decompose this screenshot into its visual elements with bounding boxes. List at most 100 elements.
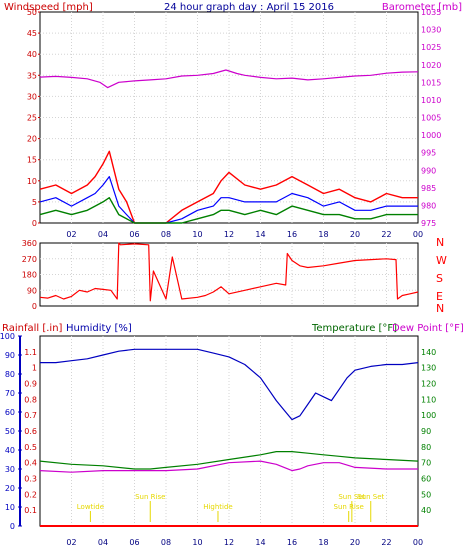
temperature-tick-label: 100 xyxy=(421,411,436,420)
y-left-tick-label: 10 xyxy=(27,177,37,186)
y-left-tick-label: 30 xyxy=(27,92,37,101)
x-tick-label: 16 xyxy=(287,230,297,239)
temperature-tick-label: 40 xyxy=(421,506,431,515)
rainfall-tick-label: 0.4 xyxy=(24,459,37,468)
x-tick-label: 10 xyxy=(192,538,202,547)
x-tick-label: 00 xyxy=(413,230,423,239)
rainfall-tick-label: 0.1 xyxy=(24,506,37,515)
rainfall-tick-label: 0.3 xyxy=(24,475,37,484)
x-tick-label: 02 xyxy=(66,538,76,547)
compass-label: N xyxy=(436,236,444,249)
humidity-axis-title: Humidity [%] xyxy=(66,323,132,334)
humidity-tick-label: 50 xyxy=(5,427,15,436)
event-label: Hightide xyxy=(203,503,233,511)
x-tick-label: 12 xyxy=(224,538,234,547)
y-right-tick-label: 1030 xyxy=(421,26,441,35)
humidity-tick-label: 20 xyxy=(5,484,15,493)
humidity-line xyxy=(40,348,419,421)
event-label: Lowtide xyxy=(77,503,104,511)
humidity-tick-label: 80 xyxy=(5,370,15,379)
x-tick-label: 00 xyxy=(413,538,423,547)
humidity-tick-label: 60 xyxy=(5,408,15,417)
x-tick-label: 14 xyxy=(255,538,265,547)
direction-panel-series xyxy=(39,242,419,302)
humidity-tick-label: 40 xyxy=(5,446,15,455)
graph-title: 24 hour graph day : April 15 2016 xyxy=(164,2,334,13)
direction-tick-label: 0 xyxy=(32,302,37,311)
dewpoint-axis-title: Dew Point [°F] xyxy=(392,323,464,334)
x-tick-label: 06 xyxy=(129,538,139,547)
temperature-tick-label: 60 xyxy=(421,475,431,484)
rainfall-axis-title: Rainfall [.in] xyxy=(2,323,63,334)
y-right-tick-label: 985 xyxy=(421,184,436,193)
x-tick-label: 10 xyxy=(192,230,202,239)
bottom-panel-series xyxy=(39,348,419,527)
humidity-tick-label: 0 xyxy=(10,522,15,531)
direction-panel-grid xyxy=(40,243,418,306)
y-left-tick-label: 40 xyxy=(27,50,37,59)
x-tick-label: 18 xyxy=(318,538,328,547)
y-left-tick-label: 0 xyxy=(32,219,37,228)
y-right-tick-label: 1020 xyxy=(421,61,441,70)
compass-label: S xyxy=(436,272,443,285)
humidity-tick-label: 30 xyxy=(5,465,15,474)
temperature-tick-label: 90 xyxy=(421,427,431,436)
direction-tick-label: 90 xyxy=(27,286,37,295)
temperature-tick-label: 70 xyxy=(421,459,431,468)
temperature-tick-label: 80 xyxy=(421,443,431,452)
event-label: Sun Set xyxy=(338,493,365,501)
barometer-line xyxy=(39,69,419,89)
x-tick-label: 18 xyxy=(318,230,328,239)
y-right-tick-label: 990 xyxy=(421,166,436,175)
barometer-axis-title: Barometer [mb] xyxy=(382,2,462,13)
x-tick-label: 04 xyxy=(98,230,108,239)
bottom-panel-axis-ticks: 01020304050607080901000.10.20.30.40.50.6… xyxy=(0,332,436,547)
dew-point-line xyxy=(39,460,418,473)
direction-tick-label: 180 xyxy=(22,271,37,280)
temperature-axis-title: Temperature [°F] xyxy=(311,323,397,334)
x-tick-label: 14 xyxy=(255,230,265,239)
wind-panel-grid xyxy=(40,12,418,223)
windspeed-axis-title: Windspeed [mph] xyxy=(4,2,93,13)
y-left-tick-label: 35 xyxy=(27,71,37,80)
rainfall-tick-label: 0.6 xyxy=(24,427,37,436)
rainfall-tick-label: 0.8 xyxy=(24,395,37,404)
x-tick-label: 08 xyxy=(161,538,171,547)
y-right-tick-label: 995 xyxy=(421,149,436,158)
temperature-tick-label: 120 xyxy=(421,380,436,389)
rainfall-tick-label: 0.9 xyxy=(24,380,37,389)
wind-panel-axis-ticks: 0510152025303540455097598098599099510001… xyxy=(27,8,442,239)
temperature-tick-label: 50 xyxy=(421,490,431,499)
x-tick-label: 12 xyxy=(224,230,234,239)
y-left-tick-label: 20 xyxy=(27,135,37,144)
y-right-tick-label: 1035 xyxy=(421,8,441,17)
rainfall-tick-label: 0.5 xyxy=(24,443,37,452)
direction-tick-label: 360 xyxy=(22,239,37,248)
humidity-tick-label: 70 xyxy=(5,389,15,398)
y-left-tick-label: 5 xyxy=(32,198,37,207)
wind-average-line xyxy=(39,176,418,224)
humidity-tick-label: 90 xyxy=(5,351,15,360)
temperature-tick-label: 110 xyxy=(421,395,436,404)
x-tick-label: 20 xyxy=(350,230,360,239)
y-left-tick-label: 15 xyxy=(27,156,37,165)
x-tick-label: 06 xyxy=(129,230,139,239)
event-label: Sun Set xyxy=(357,493,384,501)
event-markers: Lowtide Sun Rise Hightide Sun Set Sun Rise Su… xyxy=(77,493,385,522)
x-tick-label: 22 xyxy=(381,230,391,239)
rainfall-tick-label: 0.7 xyxy=(24,411,37,420)
x-tick-label: 20 xyxy=(350,538,360,547)
y-right-tick-label: 1000 xyxy=(421,131,441,140)
x-tick-label: 08 xyxy=(161,230,171,239)
y-right-tick-label: 975 xyxy=(421,219,436,228)
temperature-line xyxy=(39,451,419,470)
event-label: Sun Rise xyxy=(334,503,364,511)
x-tick-label: 16 xyxy=(287,538,297,547)
y-right-tick-label: 980 xyxy=(421,201,436,210)
x-tick-label: 22 xyxy=(381,538,391,547)
rainfall-tick-label: 1 xyxy=(32,364,37,373)
y-left-tick-label: 25 xyxy=(27,114,37,123)
x-tick-label: 04 xyxy=(98,538,108,547)
